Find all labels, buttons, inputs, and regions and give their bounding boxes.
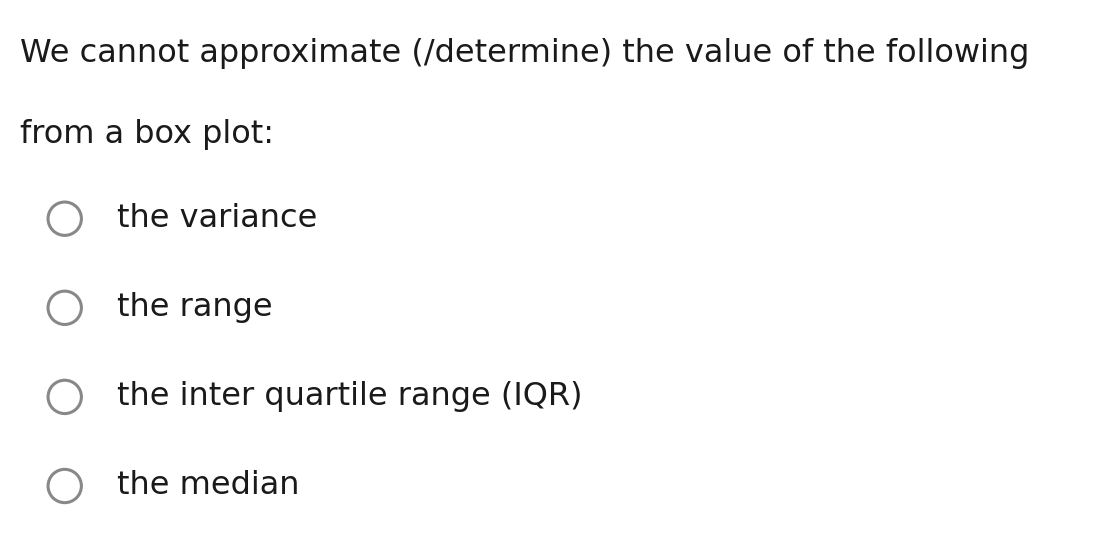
Text: the range: the range bbox=[117, 292, 272, 323]
Text: the variance: the variance bbox=[117, 203, 318, 234]
Circle shape bbox=[48, 469, 81, 503]
Text: from a box plot:: from a box plot: bbox=[20, 119, 275, 150]
Text: the inter quartile range (IQR): the inter quartile range (IQR) bbox=[117, 381, 583, 413]
Text: the median: the median bbox=[117, 470, 300, 502]
Circle shape bbox=[48, 291, 81, 325]
Circle shape bbox=[48, 380, 81, 414]
Circle shape bbox=[48, 202, 81, 235]
Text: We cannot approximate (/determine) the value of the following: We cannot approximate (/determine) the v… bbox=[20, 38, 1029, 69]
